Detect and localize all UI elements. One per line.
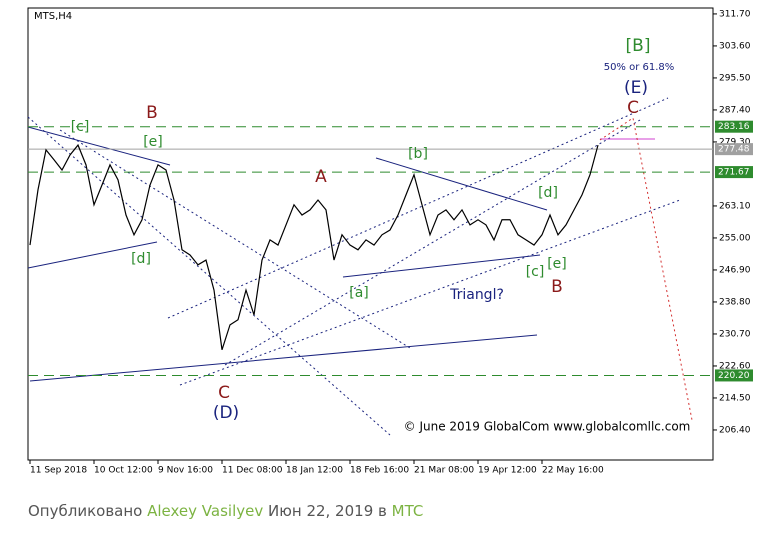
x-tick-label: 11 Sep 2018 <box>30 466 87 476</box>
chart-title: MTS,H4 <box>34 11 72 22</box>
y-tick-label: 255.00 <box>719 233 751 243</box>
symbol[interactable]: MTC <box>391 502 424 520</box>
annotation: [a] <box>349 285 369 301</box>
annotation: C <box>218 383 230 403</box>
x-tick-label: 22 May 16:00 <box>542 466 604 476</box>
price-line <box>29 143 599 350</box>
trend-line <box>27 126 171 166</box>
annotation: [c] <box>71 119 90 135</box>
x-tick-label: 9 Nov 16:00 <box>158 466 213 476</box>
level-label-box <box>715 166 753 179</box>
y-tick-label: 303.60 <box>719 41 751 51</box>
y-tick-label: 206.40 <box>719 425 751 435</box>
x-tick-label: 21 Mar 08:00 <box>414 466 474 476</box>
channel-line <box>179 199 681 386</box>
annotation: C <box>627 98 639 118</box>
footer: Опубликовано Alexey Vasilyev Июн 22, 201… <box>28 502 423 520</box>
author[interactable]: Alexey Vasilyev <box>147 502 264 520</box>
x-tick-label: 10 Oct 12:00 <box>94 466 153 476</box>
y-tick-label: 230.70 <box>719 329 751 339</box>
x-tick-label: 18 Feb 16:00 <box>350 466 409 476</box>
annotation: A <box>315 167 327 187</box>
annotation: B <box>146 103 158 123</box>
annotation: 50% or 61.8% <box>604 62 675 73</box>
plot-frame <box>27 7 714 461</box>
y-tick-label: 246.90 <box>719 265 751 275</box>
x-tick-label: 11 Dec 08:00 <box>222 466 283 476</box>
footer-prefix: Опубликовано <box>28 502 143 520</box>
annotation: [d] <box>131 251 151 267</box>
trend-line <box>29 334 538 382</box>
trend-lines <box>27 97 693 436</box>
channel-line <box>224 119 641 366</box>
level-label: 277.48 <box>718 145 750 155</box>
y-tick-label: 295.50 <box>719 73 751 83</box>
footer-date: Июн 22, 2019 в <box>268 502 387 520</box>
trend-line <box>27 241 158 269</box>
level-label-box <box>715 143 753 156</box>
channel-line <box>167 97 669 319</box>
channel-line <box>59 129 411 349</box>
trend-line <box>375 157 548 211</box>
level-label: 271.67 <box>718 168 750 178</box>
annotation: (D) <box>213 403 239 423</box>
level-label-box <box>715 369 753 382</box>
annotation: [c] <box>526 264 545 280</box>
y-tick-label: 238.80 <box>719 297 751 307</box>
y-tick-label: 222.60 <box>719 361 751 371</box>
y-tick-label: 263.10 <box>719 201 751 211</box>
annotation: [e] <box>143 134 163 150</box>
y-tick-label: 311.70 <box>719 9 751 19</box>
annotation: [d] <box>538 185 558 201</box>
annotation: [e] <box>547 256 567 272</box>
annotation: Triangl? <box>449 287 504 303</box>
level-label: 220.20 <box>718 371 750 381</box>
annotation: © June 2019 GlobalCom www.globalcomllc.c… <box>404 420 691 434</box>
annotation: [b] <box>408 146 428 162</box>
annotation: B <box>551 277 563 297</box>
level-label-box <box>715 120 753 133</box>
annotation: (E) <box>624 78 648 98</box>
y-tick-label: 287.40 <box>719 105 751 115</box>
annotation: [B] <box>626 36 651 56</box>
channel-line <box>27 116 391 436</box>
x-tick-label: 19 Apr 12:00 <box>478 466 537 476</box>
y-tick-label: 214.50 <box>719 393 751 403</box>
level-label: 283.16 <box>718 122 750 132</box>
y-tick-label: 279.30 <box>719 137 751 147</box>
x-tick-label: 18 Jan 12:00 <box>286 466 343 476</box>
trend-line <box>342 254 541 278</box>
chart: MTS,H4 311.70 303.60 295.50 287.40 279.30 263… <box>27 7 753 476</box>
